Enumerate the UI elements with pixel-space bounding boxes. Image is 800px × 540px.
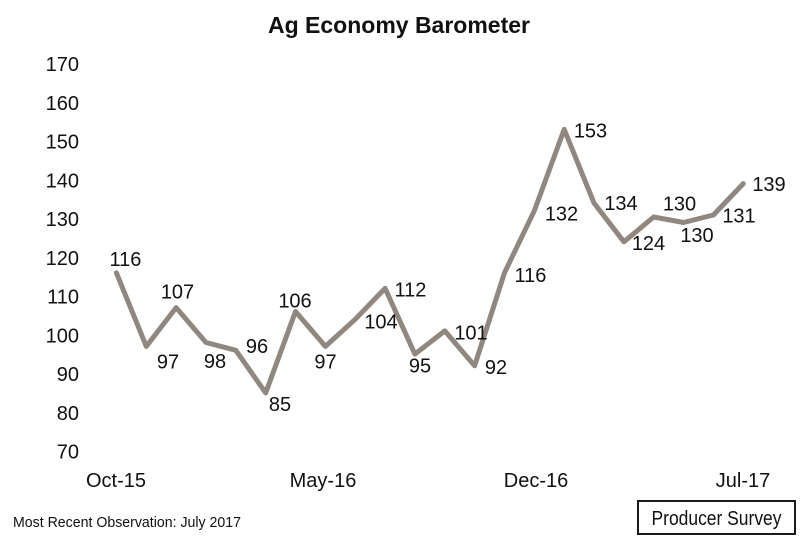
svg-text:130: 130	[680, 225, 713, 247]
svg-text:97: 97	[314, 352, 336, 374]
svg-text:153: 153	[574, 121, 607, 143]
svg-text:132: 132	[545, 204, 578, 226]
svg-text:70: 70	[57, 442, 79, 464]
svg-text:116: 116	[515, 265, 547, 287]
svg-text:134: 134	[604, 193, 637, 215]
svg-text:150: 150	[46, 132, 79, 154]
svg-text:120: 120	[46, 248, 79, 270]
svg-text:85: 85	[269, 394, 291, 416]
svg-text:Ag Economy Barometer: Ag Economy Barometer	[268, 12, 530, 38]
svg-text:107: 107	[161, 282, 194, 304]
svg-text:106: 106	[278, 291, 311, 313]
svg-text:131: 131	[722, 206, 755, 228]
svg-text:100: 100	[46, 325, 79, 347]
svg-text:130: 130	[46, 209, 79, 231]
svg-text:95: 95	[409, 356, 431, 378]
svg-text:Jul-17: Jul-17	[716, 470, 770, 492]
svg-text:Most Recent Observation: July: Most Recent Observation: July 2017	[13, 514, 241, 531]
svg-text:Oct-15: Oct-15	[86, 470, 146, 492]
svg-text:Dec-16: Dec-16	[504, 470, 568, 492]
svg-text:116: 116	[110, 249, 142, 271]
svg-text:92: 92	[485, 357, 507, 379]
svg-text:160: 160	[46, 93, 79, 115]
svg-text:Producer Survey: Producer Survey	[652, 508, 782, 530]
svg-text:97: 97	[157, 352, 179, 374]
svg-text:90: 90	[57, 364, 79, 386]
svg-text:124: 124	[632, 233, 665, 255]
svg-text:139: 139	[752, 174, 785, 196]
svg-text:130: 130	[663, 194, 696, 216]
svg-text:96: 96	[246, 336, 268, 358]
svg-text:140: 140	[46, 170, 79, 192]
svg-text:110: 110	[47, 287, 79, 309]
svg-text:98: 98	[204, 351, 226, 373]
svg-text:101: 101	[454, 323, 487, 345]
svg-text:80: 80	[57, 403, 79, 425]
svg-text:104: 104	[364, 312, 397, 334]
svg-text:112: 112	[395, 280, 427, 302]
svg-text:170: 170	[46, 54, 79, 76]
svg-text:May-16: May-16	[290, 470, 357, 492]
